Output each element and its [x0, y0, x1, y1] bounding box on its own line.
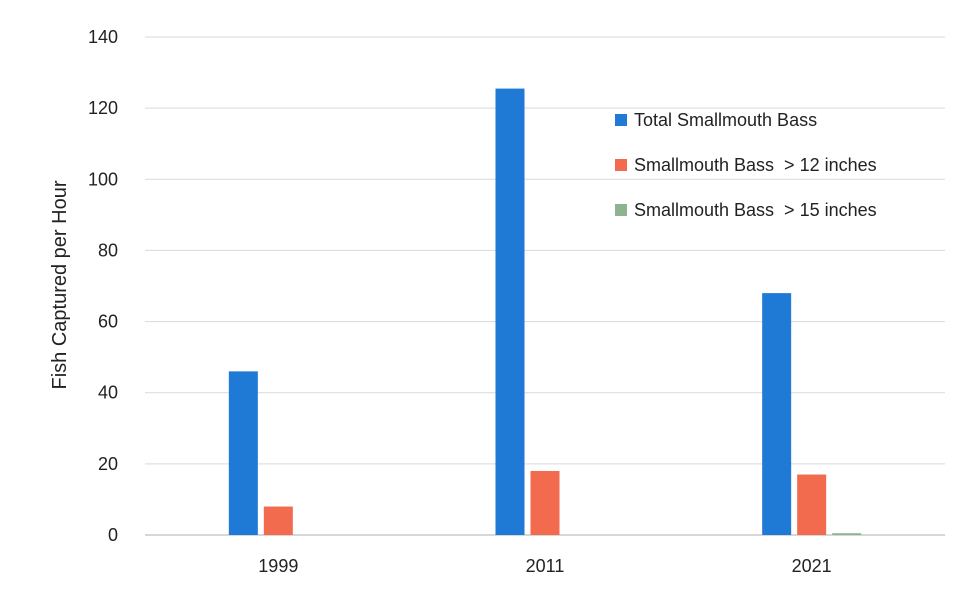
- y-axis-title: Fish Captured per Hour: [49, 180, 71, 389]
- y-tick-label: 80: [98, 240, 118, 260]
- legend-swatch: [615, 159, 627, 171]
- y-tick-label: 60: [98, 312, 118, 332]
- legend-swatch: [615, 114, 627, 126]
- bar-2021-series-3: [832, 533, 862, 535]
- y-tick-label: 140: [88, 27, 118, 47]
- y-tick-label: 40: [98, 383, 118, 403]
- x-tick-label: 1999: [258, 556, 298, 576]
- x-tick-label: 2021: [792, 556, 832, 576]
- bars: [228, 88, 862, 535]
- bar-2021-series-1: [762, 293, 792, 535]
- legend-label: Smallmouth Bass > 12 inches: [634, 155, 877, 175]
- y-tick-label: 100: [88, 169, 118, 189]
- bar-2011-series-1: [495, 88, 525, 535]
- bar-2021-series-2: [797, 474, 827, 535]
- bar-2011-series-2: [530, 470, 560, 535]
- bar-1999-series-2: [263, 506, 293, 535]
- bar-1999-series-1: [228, 371, 258, 535]
- y-tick-label: 20: [98, 454, 118, 474]
- legend-label: Total Smallmouth Bass: [634, 110, 817, 130]
- y-axis-tick-labels: 0 20 40 60 80 100 120 140: [88, 27, 118, 545]
- x-axis-tick-labels: 1999 2011 2021: [258, 556, 831, 576]
- legend-label: Smallmouth Bass > 15 inches: [634, 200, 877, 220]
- gridlines: [145, 36, 945, 465]
- y-tick-label: 120: [88, 98, 118, 118]
- legend: Total Smallmouth Bass Smallmouth Bass > 1…: [615, 110, 877, 220]
- x-tick-label: 2011: [526, 556, 565, 576]
- legend-swatch: [615, 204, 627, 216]
- y-tick-label: 0: [108, 525, 118, 545]
